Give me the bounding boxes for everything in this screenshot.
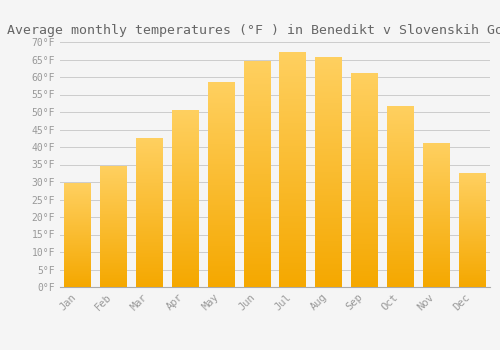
Bar bbox=[100, 166, 127, 287]
Title: Average monthly temperatures (°F ) in Benedikt v Slovenskih Goricah: Average monthly temperatures (°F ) in Be… bbox=[7, 24, 500, 37]
Bar bbox=[316, 58, 342, 287]
Bar bbox=[136, 138, 163, 287]
Bar bbox=[208, 82, 234, 287]
Bar bbox=[244, 61, 270, 287]
Bar bbox=[458, 173, 485, 287]
Bar bbox=[172, 110, 199, 287]
Bar bbox=[64, 184, 92, 287]
Bar bbox=[387, 107, 414, 287]
Bar bbox=[280, 52, 306, 287]
Bar bbox=[351, 74, 378, 287]
Bar bbox=[423, 144, 450, 287]
